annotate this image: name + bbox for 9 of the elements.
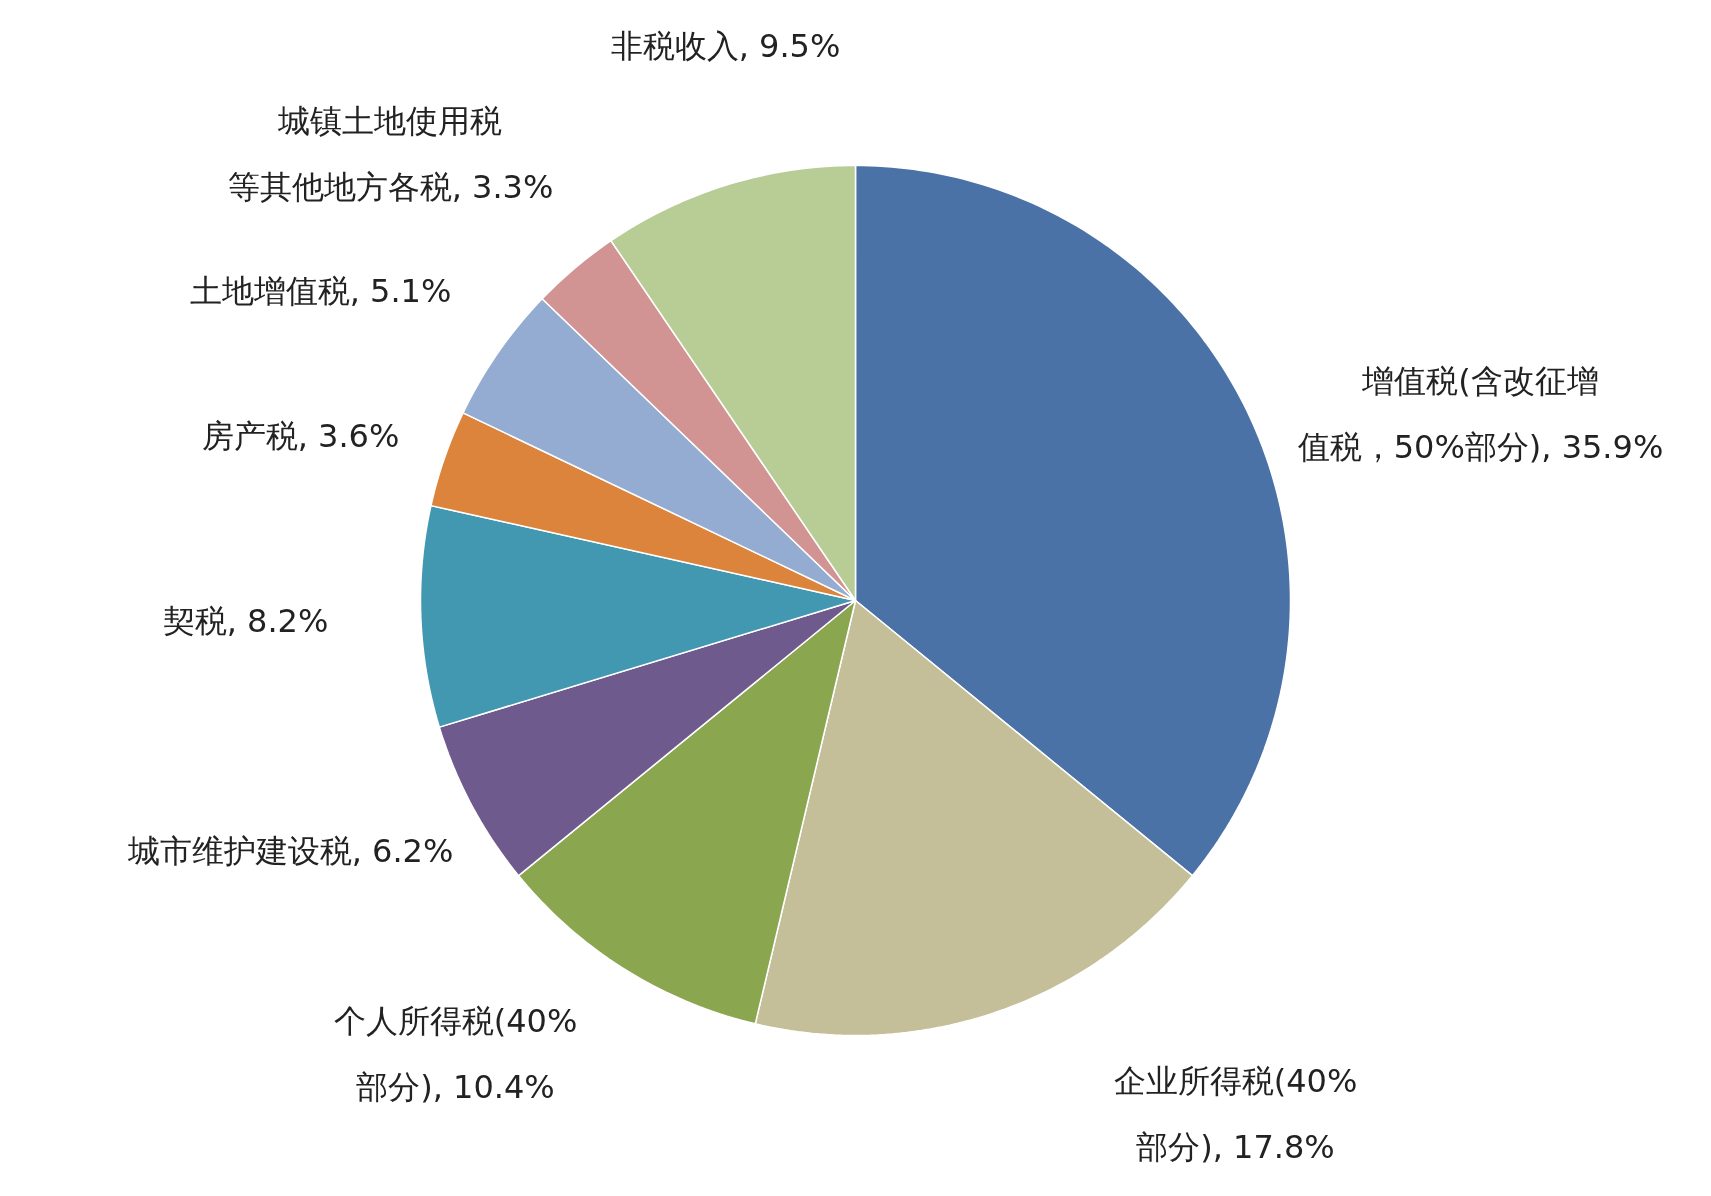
slice-label: 个人所得税(40%部分), 10.4% [333, 1001, 578, 1106]
slice-label: 契税, 8.2% [162, 601, 329, 640]
slice-label: 城镇土地使用税等其他地方各税, 3.3% [227, 101, 554, 206]
slice-label: 房产税, 3.6% [201, 416, 400, 455]
slice-label: 增值税(含改征增值税，50%部分), 35.9% [1297, 361, 1664, 466]
slice-label: 土地增值税, 5.1% [189, 271, 452, 310]
slice-label: 企业所得税(40%部分), 17.8% [1113, 1061, 1358, 1166]
slice-label: 非税收入, 9.5% [610, 26, 841, 65]
slice-label: 城市维护建设税, 6.2% [126, 831, 454, 870]
